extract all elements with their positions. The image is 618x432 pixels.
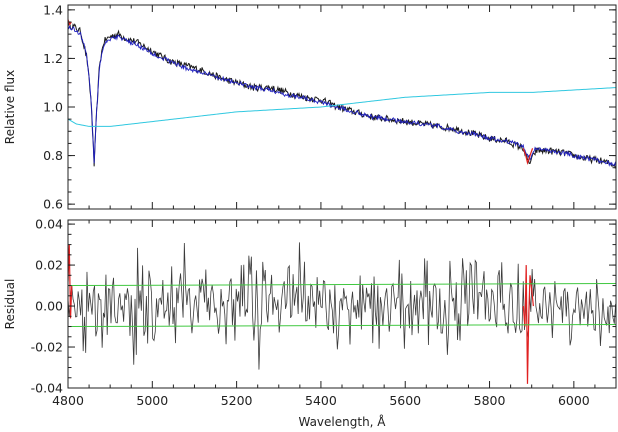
bottom-masked-residual-segment-0 [68, 244, 73, 319]
top-axes: 0.6 0.8 1.0 1.2 1.4 [43, 2, 617, 212]
bottom-lower-limit-line [68, 323, 616, 328]
bottom-series-group [68, 242, 616, 384]
top-ytick-label: 0.8 [43, 148, 63, 163]
bottom-masked-residual-segment-1 [522, 265, 534, 384]
top-ytick-label: 1.4 [43, 2, 63, 17]
top-ylabel: Relative flux [3, 70, 17, 144]
bottom-ytick-label: -0.02 [31, 340, 63, 355]
top-series-group [68, 19, 616, 169]
top-plot-area [68, 19, 616, 169]
bottom-xtick-label: 5400 [305, 393, 337, 408]
bottom-xtick-label: 4800 [52, 393, 84, 408]
top-masked-regions-segment-1 [522, 148, 534, 166]
bottom-frame [67, 219, 617, 389]
bottom-xtick-label: 5200 [221, 393, 253, 408]
top-continuum-line [68, 87, 616, 127]
bottom-ytick-label: 0.00 [35, 299, 63, 314]
top-ytick-label: 0.6 [43, 197, 63, 212]
top-ytick-label: 1.2 [43, 51, 63, 66]
top-masked-regions-segment-0 [68, 19, 72, 26]
bottom-xtick-label: 5000 [136, 393, 168, 408]
bottom-plot-area [68, 242, 616, 384]
bottom-xtick-label: 5800 [474, 393, 506, 408]
bottom-ytick-label: -0.04 [31, 381, 63, 396]
bottom-upper-limit-line [68, 283, 616, 287]
bottom-ytick-label: 0.04 [35, 217, 63, 232]
top-model-line [68, 24, 616, 167]
bottom-axes: 4800 5000 5200 5400 5600 5800 6000 -0.04 -0.02 0.… [31, 217, 617, 408]
bottom-xtick-label: 5600 [389, 393, 421, 408]
top-frame [67, 4, 617, 210]
x-axis-title: Wavelength, Å [298, 414, 386, 429]
bottom-xtick-label: 6000 [558, 393, 590, 408]
top-ytick-label: 1.0 [43, 100, 63, 115]
top-panel: 0.6 0.8 1.0 1.2 1.4 Relative flux [3, 2, 617, 212]
bottom-ylabel: Residual [3, 279, 17, 330]
bottom-panel: 4800 5000 5200 5400 5600 5800 6000 -0.04 -0.02 0.… [3, 217, 617, 429]
bottom-ytick-label: 0.02 [35, 258, 63, 273]
